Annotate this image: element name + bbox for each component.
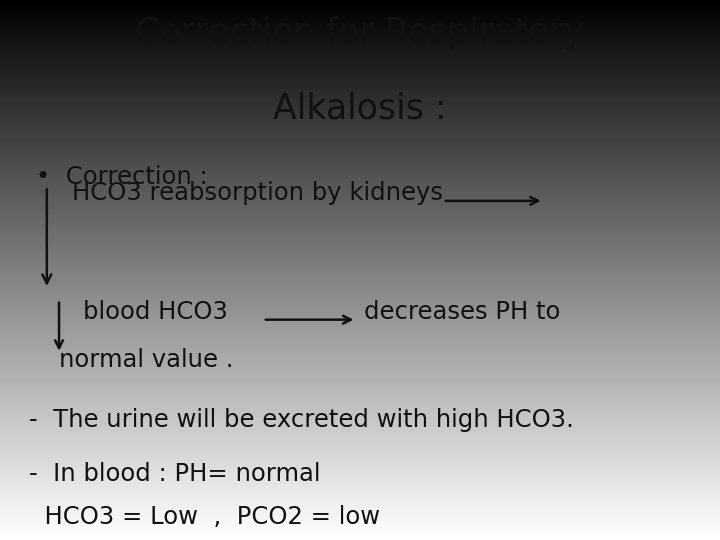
Text: HCO3 = Low  ,  PCO2 = low: HCO3 = Low , PCO2 = low bbox=[29, 505, 380, 529]
Text: blood HCO3: blood HCO3 bbox=[83, 300, 228, 323]
Text: Alkalosis :: Alkalosis : bbox=[273, 92, 447, 126]
Text: HCO3 reabsorption by kidneys: HCO3 reabsorption by kidneys bbox=[72, 181, 443, 205]
Text: Correction for Respiratory: Correction for Respiratory bbox=[135, 16, 585, 50]
Text: decreases PH to: decreases PH to bbox=[364, 300, 560, 323]
Text: -  The urine will be excreted with high HCO3.: - The urine will be excreted with high H… bbox=[29, 408, 574, 431]
Text: -  In blood : PH= normal: - In blood : PH= normal bbox=[29, 462, 320, 485]
Text: normal value .: normal value . bbox=[59, 348, 233, 372]
Text: •  Correction :: • Correction : bbox=[36, 165, 208, 188]
